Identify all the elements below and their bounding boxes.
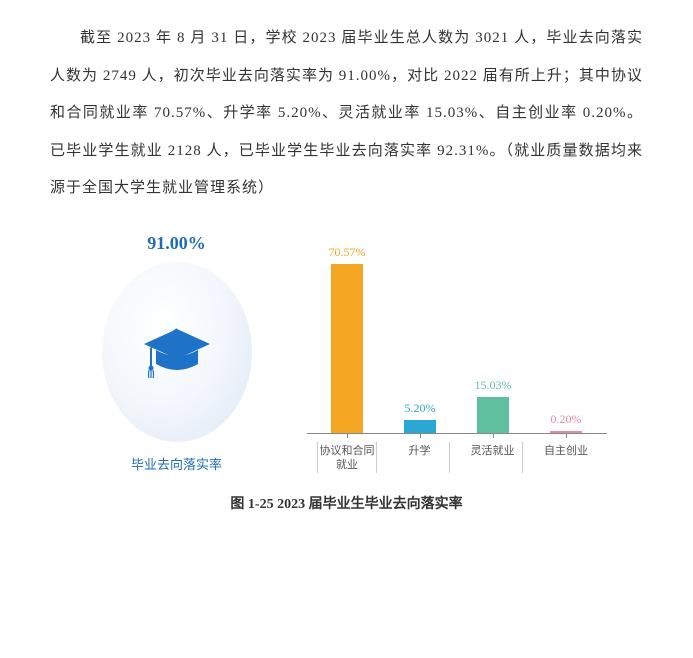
overall-rate-panel: 91.00% 毕业去向落实率 — [87, 233, 267, 473]
bar-value-label: 15.03% — [475, 378, 512, 393]
x-axis-label: 灵活就业 — [463, 442, 523, 473]
figure-container: 91.00% 毕业去向落实率 70.57% 5.20% 15.03% 0.20% 协议… — [50, 233, 643, 473]
bar-chart: 70.57% 5.20% 15.03% 0.20% 协议和合同就业升学灵活就业自主创业 — [307, 234, 607, 473]
figure-caption: 图 1-25 2023 届毕业生毕业去向落实率 — [50, 493, 643, 513]
bar — [477, 397, 509, 433]
graduation-cap-icon — [142, 324, 212, 379]
x-axis-label: 协议和合同就业 — [317, 442, 377, 473]
bar-value-label: 70.57% — [329, 245, 366, 260]
bar — [550, 431, 582, 433]
overall-label: 毕业去向落实率 — [131, 454, 222, 473]
x-axis-label: 自主创业 — [536, 442, 596, 473]
bar — [331, 264, 363, 433]
ellipse-shape — [102, 262, 252, 442]
bar-value-label: 0.20% — [551, 412, 582, 427]
x-axis-label: 升学 — [390, 442, 450, 473]
bar-value-label: 5.20% — [405, 401, 436, 416]
bar-group: 70.57% — [317, 245, 377, 433]
overall-percentage: 91.00% — [147, 233, 206, 254]
bar-group: 5.20% — [390, 401, 450, 432]
bar-group: 0.20% — [536, 412, 596, 433]
bar — [404, 420, 436, 432]
bar-group: 15.03% — [463, 378, 523, 433]
body-paragraph: 截至 2023 年 8 月 31 日，学校 2023 届毕业生总人数为 3021… — [50, 20, 643, 208]
